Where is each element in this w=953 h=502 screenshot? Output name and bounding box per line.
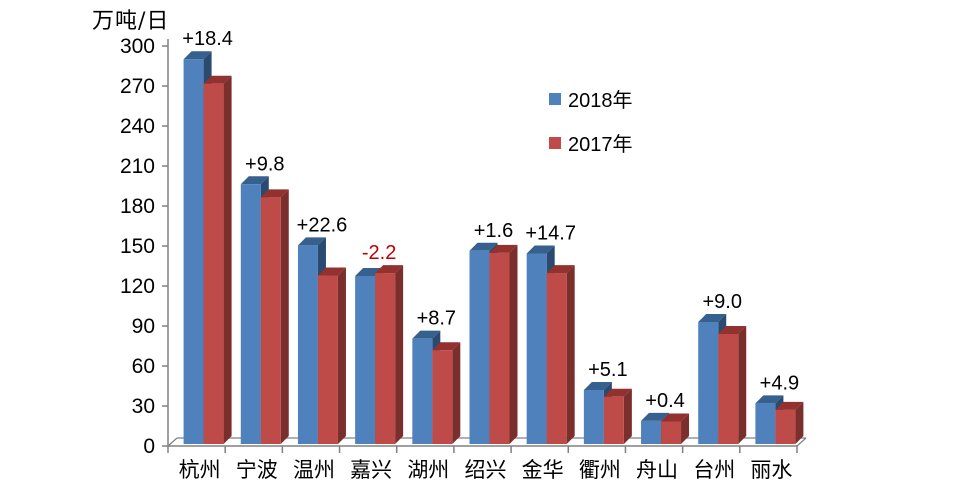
bar-2017-3-top <box>375 265 404 274</box>
bar-2017-1-side <box>280 189 289 444</box>
bar-2017-2-side <box>337 267 346 444</box>
legend-swatch-2017 <box>549 136 561 149</box>
bar-2017-7-side <box>623 388 632 444</box>
y-tick-label: 0 <box>143 435 155 458</box>
legend-label-2017: 2017年 <box>568 134 633 156</box>
category-label-0: 杭州 <box>179 458 221 482</box>
y-tick-label: 90 <box>132 315 155 338</box>
bar-2017-4-front <box>432 350 453 444</box>
bar-2017-3-front <box>375 273 396 444</box>
category-label-7: 衢州 <box>579 458 621 482</box>
diff-label-6: +14.7 <box>525 222 576 244</box>
category-label-9: 台州 <box>693 458 735 482</box>
bar-2018-10-top <box>755 395 784 404</box>
bar-2017-5-side <box>509 244 518 444</box>
diff-label-10: +4.9 <box>760 372 799 394</box>
bar-2017-10-side <box>795 401 804 444</box>
y-axis-unit-label: 万吨/日 <box>92 9 170 34</box>
y-tick-label: 150 <box>120 235 155 258</box>
bar-2017-8-front <box>661 421 682 444</box>
bar-2017-6-top <box>546 265 575 274</box>
bar-2018-0-front <box>183 59 204 444</box>
diff-label-5: +1.6 <box>474 220 513 242</box>
bar-2017-8-top <box>661 413 690 422</box>
bar-2018-2-top <box>297 237 326 246</box>
category-label-3: 嘉兴 <box>350 458 392 482</box>
bar-2017-0-top <box>203 75 232 84</box>
bar-2018-3-front <box>355 276 376 444</box>
bar-2018-5-top <box>469 242 498 251</box>
bar-2017-5-top <box>489 244 518 253</box>
diff-label-2: +22.6 <box>297 214 348 236</box>
bar-2017-6-side <box>566 265 575 444</box>
bar-2017-5-front <box>489 252 510 444</box>
bar-2018-1-front <box>240 184 261 444</box>
floor-right-edge <box>796 437 807 447</box>
bar-2018-9-top <box>698 314 727 322</box>
diff-label-1: +9.8 <box>245 153 284 175</box>
y-tick-label: 270 <box>120 75 155 98</box>
bar-2018-8-top <box>641 412 670 421</box>
bar-2017-7-top <box>603 388 632 397</box>
bar-2017-10-top <box>775 401 804 410</box>
legend-item-2017: 2017年 <box>549 128 633 157</box>
bar-2018-7-front <box>583 390 604 444</box>
bar-2017-0-front <box>203 83 224 444</box>
category-label-10: 丽水 <box>750 458 792 482</box>
y-tick-label: 60 <box>132 355 155 378</box>
bar-2018-8-front <box>641 420 662 444</box>
bar-2017-0-side <box>223 75 232 444</box>
category-label-6: 金华 <box>522 458 564 482</box>
diff-label-9: +9.0 <box>702 291 741 313</box>
diff-label-4: +8.7 <box>417 308 456 330</box>
bar-2018-5-front <box>469 250 490 444</box>
diff-label-8: +0.4 <box>645 390 684 412</box>
bar-2018-4-front <box>412 338 433 444</box>
bar-2017-3-side <box>395 265 404 444</box>
bar-2017-1-top <box>260 189 289 198</box>
bar-2018-6-top <box>526 245 555 254</box>
bar-2017-10-front <box>775 409 796 444</box>
bar-2018-1-top <box>240 176 269 185</box>
category-label-5: 绍兴 <box>465 458 507 482</box>
bar-2017-7-front <box>603 396 624 444</box>
bar-2018-7-top <box>583 382 612 390</box>
category-label-8: 舟山 <box>636 458 678 482</box>
legend: 2018年 2017年 <box>549 84 633 157</box>
category-label-1: 宁波 <box>236 458 278 482</box>
legend-label-2018: 2018年 <box>568 90 633 112</box>
diff-label-0: +18.4 <box>182 28 233 50</box>
bar-2018-10-front <box>755 403 776 444</box>
category-label-2: 温州 <box>293 458 335 482</box>
y-tick-label: 210 <box>120 155 155 178</box>
bar-2017-9-front <box>718 334 739 444</box>
bar-2017-4-side <box>452 342 461 444</box>
bar-2018-4-top <box>412 330 441 339</box>
y-tick-label: 120 <box>120 275 155 298</box>
bar-2017-1-front <box>260 197 281 444</box>
y-tick-label: 30 <box>132 395 155 418</box>
y-tick-label: 300 <box>120 35 155 58</box>
category-label-4: 湖州 <box>407 458 449 482</box>
bar-2018-0-top <box>183 51 212 60</box>
legend-item-2018: 2018年 <box>549 84 633 113</box>
bar-2018-6-front <box>526 253 547 444</box>
bar-2017-6-front <box>546 273 567 444</box>
bar-2017-8-side <box>681 413 690 444</box>
bar-2017-9-side <box>738 326 747 444</box>
bar-2017-9-top <box>718 326 747 334</box>
bar-2018-9-front <box>698 322 719 444</box>
bar-2017-4-top <box>432 342 461 351</box>
diff-label-7: +5.1 <box>588 359 627 381</box>
y-tick-label: 180 <box>120 195 155 218</box>
bar-2017-2-front <box>317 275 338 444</box>
diff-label-3: -2.2 <box>362 242 396 264</box>
floor-left-edge <box>167 437 178 447</box>
bar-2018-2-front <box>297 245 318 444</box>
legend-swatch-2018 <box>549 92 561 105</box>
y-tick-label: 240 <box>120 115 155 138</box>
bar-2017-2-top <box>317 267 346 276</box>
